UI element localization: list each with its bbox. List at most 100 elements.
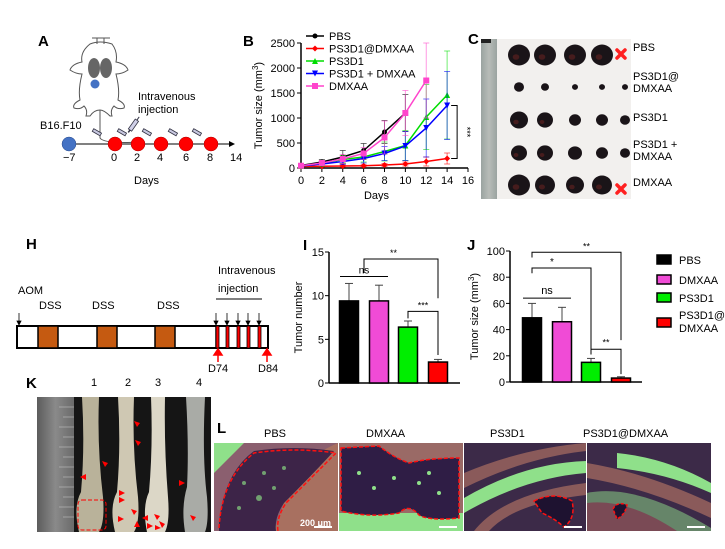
tumor-specimen bbox=[568, 146, 582, 160]
x-tick-label: 10 bbox=[399, 175, 411, 187]
data-point bbox=[423, 77, 430, 84]
d84-label: D84 bbox=[258, 363, 279, 375]
significance-bracket bbox=[451, 105, 458, 159]
day-tick: 6 bbox=[183, 152, 190, 164]
y-tick-label: 40 bbox=[493, 325, 505, 337]
injection-block bbox=[246, 325, 251, 349]
tumor-highlight bbox=[539, 153, 545, 157]
panel-a-label: A bbox=[38, 33, 49, 50]
tumor-specimen bbox=[534, 44, 556, 66]
y-tick-label: 10 bbox=[312, 291, 324, 303]
c-row-label-pbs: PBS bbox=[633, 42, 656, 54]
legend-label: PS3D1 bbox=[679, 293, 714, 305]
significance-label: * bbox=[550, 257, 554, 268]
injection-block bbox=[225, 325, 230, 349]
dss-period-block bbox=[96, 325, 118, 349]
c-row-label-ps3d1-dmxaa-2: DMXAA bbox=[633, 83, 673, 95]
day-tick: 2 bbox=[134, 152, 141, 164]
y-tick-label: 1500 bbox=[271, 88, 295, 100]
injection-block bbox=[215, 325, 220, 349]
arrow-up-icon bbox=[261, 347, 273, 356]
x-tick-label: 16 bbox=[462, 175, 474, 187]
aom-label: AOM bbox=[18, 285, 44, 297]
tumor-specimen bbox=[535, 175, 555, 195]
panel-h-label: H bbox=[26, 236, 37, 253]
day-tick: 8 bbox=[207, 152, 214, 164]
y-tick-label: 80 bbox=[493, 272, 505, 284]
legend-label: PS3D1@ bbox=[679, 310, 725, 322]
tumor-photo bbox=[481, 39, 631, 199]
tumor-specimen bbox=[508, 174, 530, 196]
data-point bbox=[312, 45, 318, 52]
significance-bracket bbox=[590, 348, 622, 375]
series-line bbox=[300, 112, 406, 167]
bar-ps3d1 bbox=[397, 326, 419, 384]
histology-image-pbs bbox=[214, 443, 338, 531]
x-tick-label: 6 bbox=[361, 175, 367, 187]
colon-specimen bbox=[112, 397, 139, 532]
treatment-dot bbox=[178, 136, 194, 152]
legend-label: PS3D1 + DMXAA bbox=[329, 69, 416, 81]
dss-period-block bbox=[37, 325, 59, 349]
tumor-specimen bbox=[572, 84, 578, 90]
treatment-dot bbox=[107, 136, 123, 152]
day-tick: 14 bbox=[230, 152, 243, 164]
significance-bracket bbox=[407, 310, 439, 356]
panel-k-label: K bbox=[26, 375, 37, 392]
c-row-label-combo-1: PS3D1 + bbox=[633, 139, 678, 151]
tumor-specimen bbox=[599, 84, 605, 90]
day-tick: −7 bbox=[63, 152, 76, 164]
bar-ps3d1-dmxaa bbox=[610, 377, 632, 383]
panel-j-label: J bbox=[467, 237, 476, 254]
treatment-dot bbox=[130, 136, 146, 152]
lane-label: 3 bbox=[155, 377, 162, 389]
lane-label: 1 bbox=[91, 377, 98, 389]
histology-image-ps3d1 bbox=[464, 443, 586, 531]
data-point bbox=[339, 156, 346, 162]
treatment-dot bbox=[153, 136, 169, 152]
day-tick: 0 bbox=[111, 152, 118, 164]
panel-b-line-chart: 0 500 1000 1500 2000 2500 0 2 4 6 8 10 12 14 16 Days Tum… bbox=[251, 31, 474, 202]
legend-swatch bbox=[656, 274, 672, 285]
tumor-highlight bbox=[538, 54, 546, 60]
tumor-specimen bbox=[596, 114, 608, 126]
series-line bbox=[300, 104, 448, 167]
bar-ps3d1-dmxaa bbox=[427, 361, 449, 384]
tumor-specimen bbox=[620, 148, 630, 158]
tumor-highlight bbox=[513, 153, 519, 157]
data-point bbox=[318, 160, 325, 166]
significance-label: *** bbox=[462, 127, 472, 138]
legend-label: PS3D1@DMXAA bbox=[329, 44, 415, 56]
data-point bbox=[402, 110, 409, 116]
panel-h-schedule bbox=[16, 298, 273, 362]
h-injection-label-1: Intravenous bbox=[218, 265, 276, 277]
x-tick-label: 4 bbox=[340, 175, 346, 187]
small-syringe-icons bbox=[91, 128, 203, 137]
significance-bracket bbox=[531, 251, 622, 341]
series-line bbox=[300, 157, 448, 168]
tumor-specimen bbox=[591, 44, 613, 66]
significance-label: ** bbox=[390, 248, 398, 258]
panel-c-label: C bbox=[468, 31, 479, 48]
y-axis-label: Tumor size (mm3) bbox=[467, 273, 481, 360]
treatment-dot bbox=[203, 136, 219, 152]
data-point bbox=[423, 158, 430, 165]
histology-title: PBS bbox=[264, 428, 287, 440]
cell-line-label: B16.F10 bbox=[40, 120, 82, 132]
data-point bbox=[312, 70, 318, 77]
histology-title: PS3D1 bbox=[490, 428, 525, 440]
dss-label: DSS bbox=[157, 300, 180, 312]
injection-label-line1: Intravenous bbox=[138, 91, 196, 103]
tumor-specimen bbox=[569, 114, 581, 126]
tumor-arrow-icons bbox=[80, 421, 196, 530]
syringe-icon bbox=[141, 128, 153, 137]
x-marks bbox=[615, 48, 627, 195]
tumor-highlight bbox=[596, 184, 602, 190]
ruler-icon bbox=[481, 39, 497, 199]
x-axis-label: Days bbox=[364, 190, 390, 202]
x-tick-label: 8 bbox=[381, 175, 387, 187]
histology-title: PS3D1@DMXAA bbox=[583, 428, 669, 440]
colon-specimens bbox=[76, 397, 208, 532]
legend-label: DMXAA bbox=[329, 81, 369, 93]
y-axis-label: Tumor size (mm3) bbox=[251, 62, 265, 149]
